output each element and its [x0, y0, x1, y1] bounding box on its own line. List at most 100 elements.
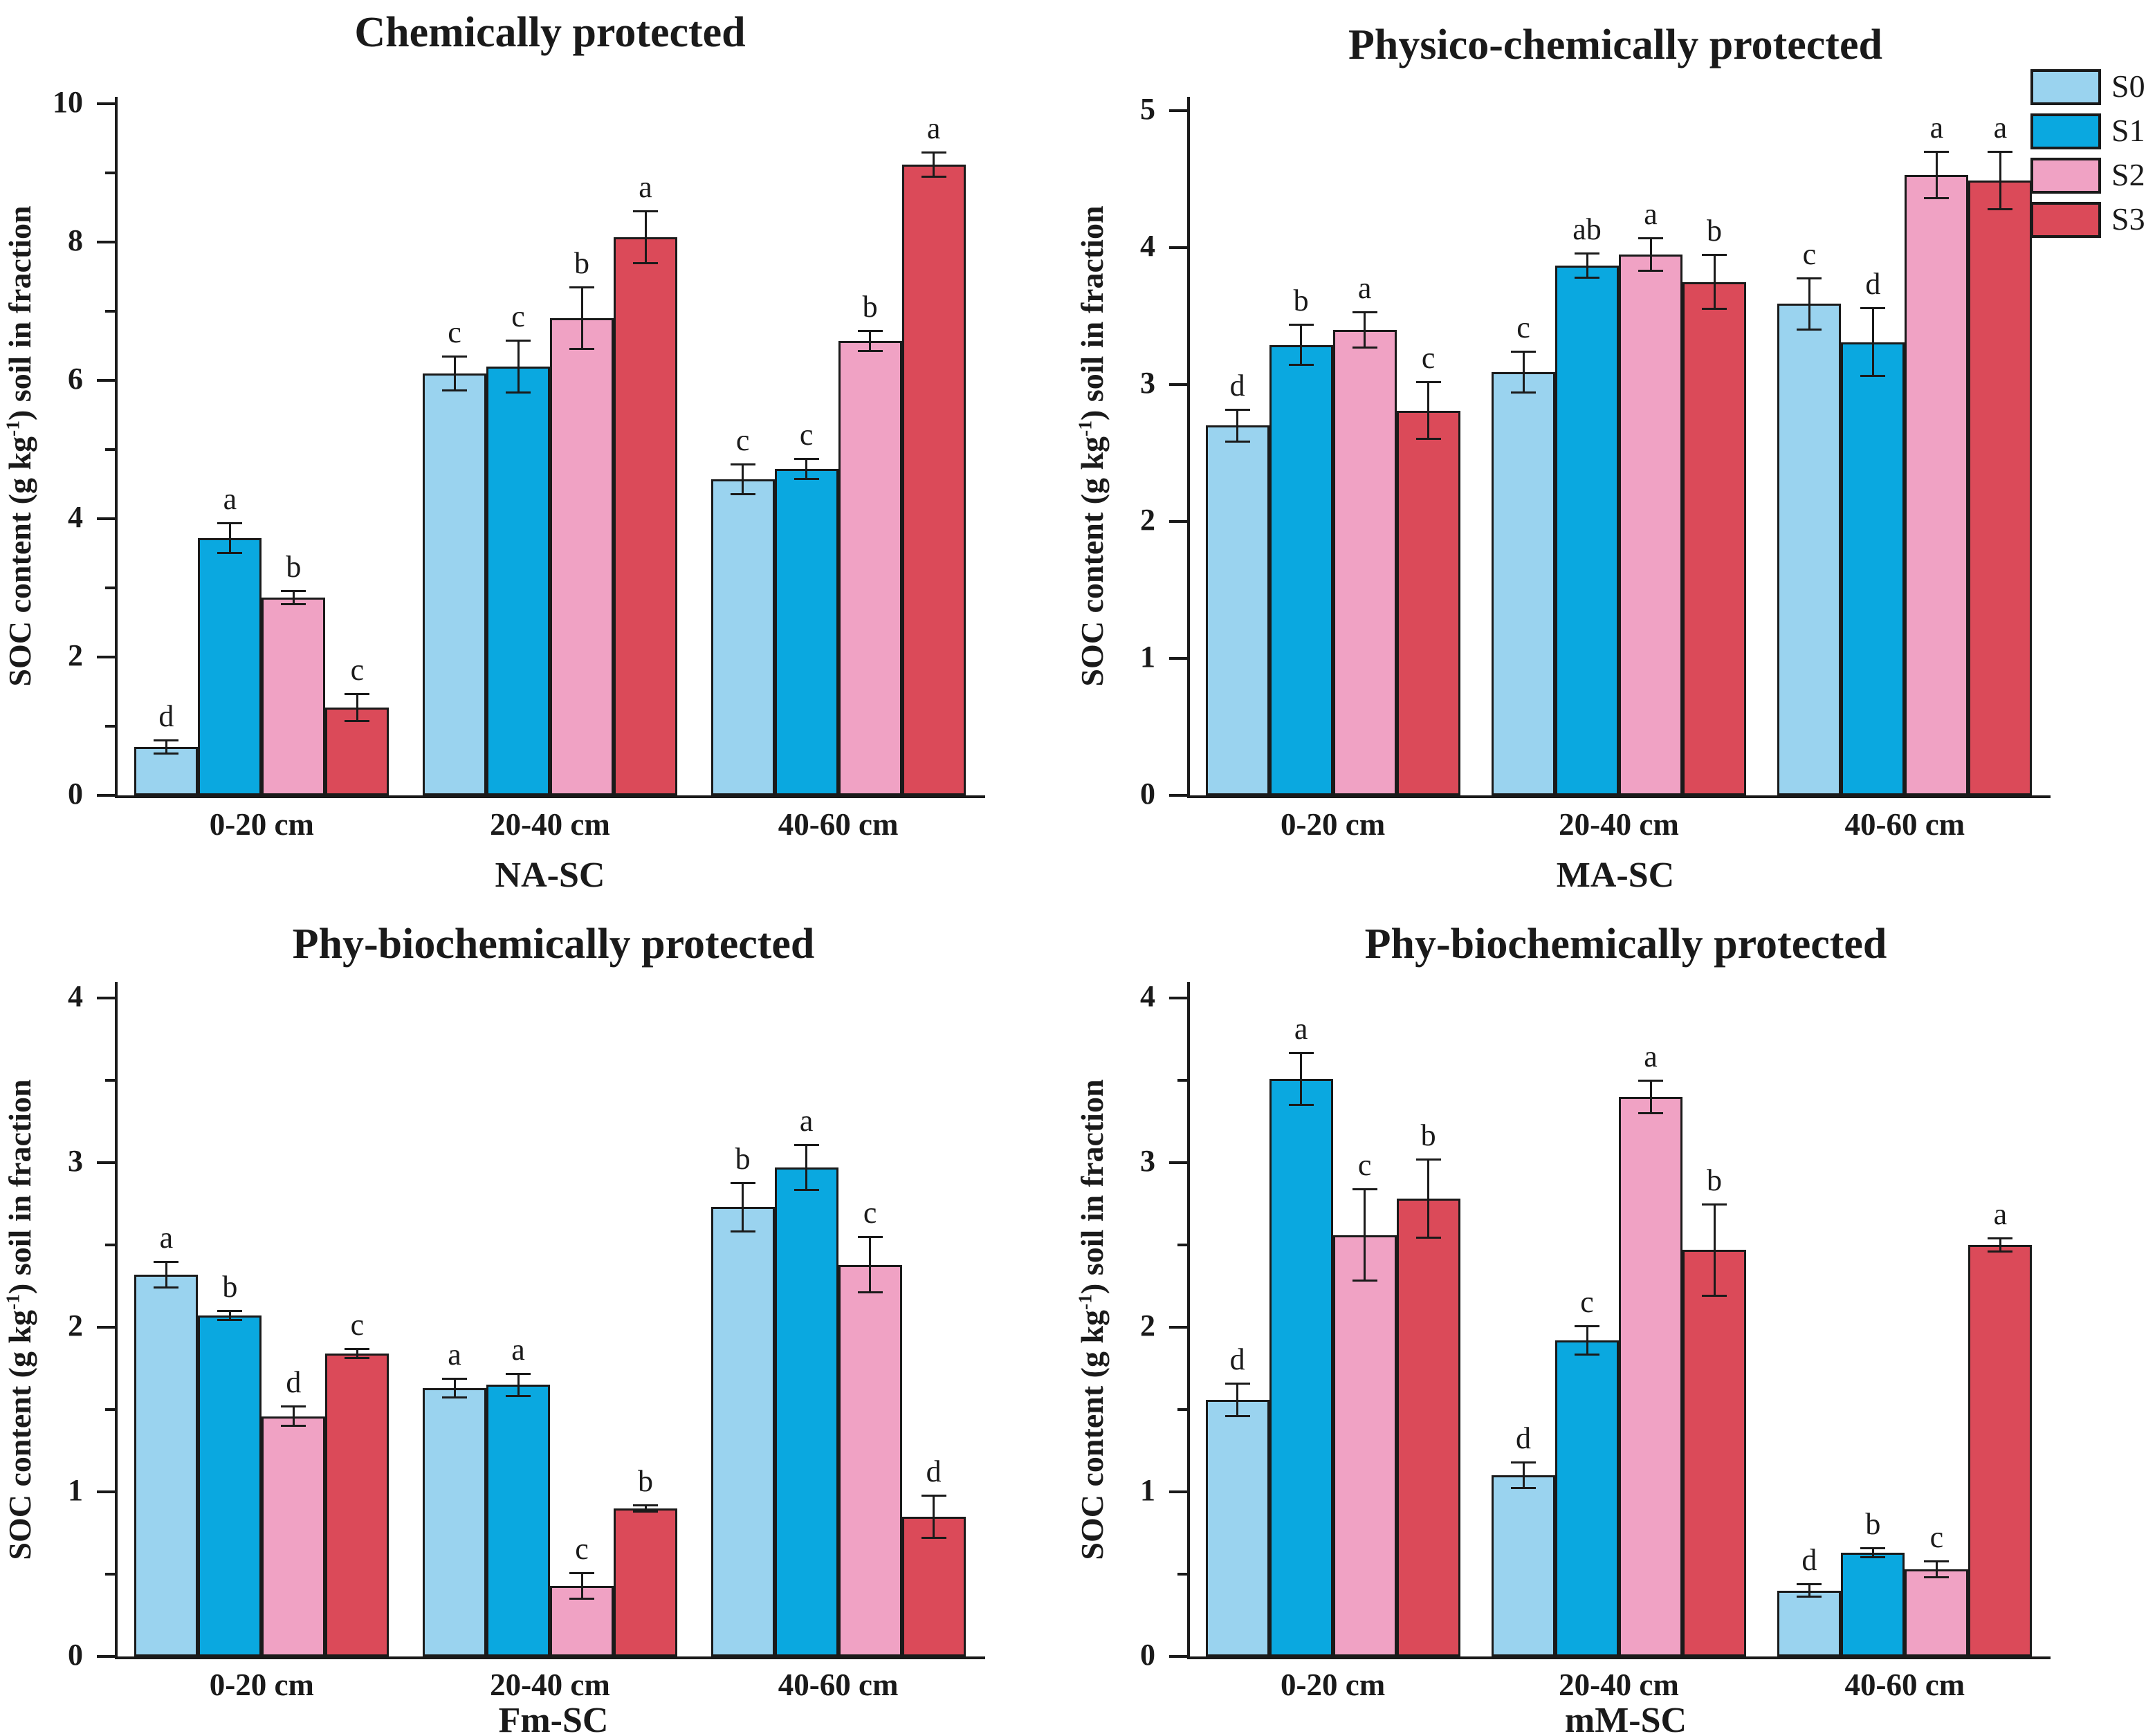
error-bar-cap-bottom: [921, 1536, 946, 1539]
y-tick-mark: [1177, 1408, 1190, 1411]
bar-s2-20-40cm: [1619, 254, 1682, 795]
y-tick-label: 2: [68, 638, 83, 672]
error-bar-cap-top: [1797, 1583, 1822, 1586]
y-tick-label: 1: [1140, 640, 1155, 674]
error-bar-cap-top: [281, 1405, 306, 1408]
error-bar-line: [1871, 1547, 1874, 1558]
significance-letter: c: [1929, 1520, 1944, 1554]
y-tick-label: 4: [68, 979, 83, 1013]
error-bar-cap-top: [730, 1181, 755, 1184]
bar-s2-40-60cm: [838, 1264, 902, 1656]
error-bar-cap-bottom: [1511, 1487, 1536, 1490]
x-tick-label: 20-40 cm: [1559, 807, 1679, 842]
error-bar-cap-bottom: [730, 1230, 755, 1232]
error-bar-cap-bottom: [154, 752, 179, 755]
bar-s2-20-40cm: [550, 318, 614, 795]
error-bar-line: [517, 340, 520, 393]
error-bar-cap-top: [921, 1494, 946, 1497]
bar-s2-0-20cm: [262, 1416, 326, 1656]
error-bar-cap-bottom: [633, 1510, 658, 1513]
error-bar-cap-bottom: [730, 493, 755, 495]
error-bar-line: [1713, 254, 1716, 310]
significance-letter: ab: [1572, 212, 1602, 246]
x-tick-label: 0-20 cm: [209, 807, 314, 842]
y-tick-label: 3: [1140, 366, 1155, 400]
y-tick-label: 3: [68, 1144, 83, 1178]
error-bar-line: [1522, 1462, 1525, 1489]
legend-label: S2: [2111, 157, 2145, 192]
error-bar-cap-bottom: [1988, 1250, 2013, 1253]
y-tick-mark: [1169, 997, 1190, 999]
error-bar-cap-bottom: [506, 391, 531, 394]
error-bar-line: [1808, 277, 1810, 330]
error-bar-cap-top: [921, 151, 946, 154]
y-axis-label-superscript: -1: [1, 1293, 24, 1310]
y-tick-mark: [97, 379, 118, 382]
significance-letter: b: [222, 1270, 238, 1304]
y-tick-mark: [1177, 1244, 1190, 1246]
bar-s3-0-20cm: [325, 1354, 389, 1656]
error-bar-cap-bottom: [1797, 1596, 1822, 1598]
error-bar-line: [805, 459, 808, 479]
error-bar-cap-bottom: [345, 1357, 370, 1360]
error-bar-cap-top: [1924, 151, 1950, 154]
error-bar-cap-top: [1860, 1546, 1886, 1549]
y-tick-mark: [105, 725, 118, 728]
error-bar-line: [356, 1348, 358, 1359]
error-bar-cap-bottom: [442, 1396, 467, 1399]
bar-s1-0-20cm: [198, 538, 262, 795]
error-bar-line: [356, 694, 358, 721]
y-tick-mark: [97, 1490, 118, 1493]
error-bar-cap-top: [281, 590, 306, 592]
x-axis-label: mM-SC: [1564, 1701, 1687, 1736]
significance-letter: a: [1294, 1011, 1308, 1046]
significance-letter: d: [1516, 1421, 1531, 1456]
error-bar-cap-top: [154, 1260, 179, 1263]
bar-s0-40-60cm: [710, 479, 775, 795]
x-tick-label: 40-60 cm: [778, 1668, 899, 1702]
error-bar-line: [1300, 324, 1303, 366]
y-tick-label: 8: [68, 223, 83, 257]
y-tick-label: 2: [1140, 1309, 1155, 1342]
legend-swatch-s1: [2030, 113, 2101, 149]
legend-label: S1: [2111, 113, 2145, 148]
x-axis-label: NA-SC: [495, 856, 605, 895]
error-bar-cap-bottom: [569, 348, 594, 350]
error-bar-cap-top: [1575, 1324, 1599, 1327]
x-tick-label: 0-20 cm: [1281, 1668, 1386, 1702]
y-tick-mark: [1169, 657, 1190, 660]
x-axis-line: [1187, 795, 2051, 798]
bar-s1-20-40cm: [486, 1385, 550, 1656]
significance-letter: c: [1802, 237, 1817, 271]
significance-letter: c: [1357, 1148, 1372, 1183]
significance-letter: b: [1707, 1163, 1722, 1197]
error-bar-cap-bottom: [794, 1189, 819, 1192]
error-bar-cap-bottom: [921, 176, 946, 178]
y-tick-mark: [1169, 520, 1190, 523]
significance-letter: a: [639, 170, 652, 204]
bar-s3-20-40cm: [614, 1508, 677, 1656]
significance-letter: c: [863, 1196, 877, 1230]
significance-letter: c: [1580, 1284, 1594, 1319]
significance-letter: a: [1644, 1040, 1658, 1073]
error-bar-line: [580, 287, 583, 349]
error-bar-cap-top: [1638, 1080, 1663, 1082]
error-bar-cap-bottom: [1924, 1576, 1950, 1578]
error-bar-line: [1713, 1203, 1716, 1296]
y-tick-label: 5: [1140, 92, 1155, 126]
bar-s3-0-20cm: [325, 708, 389, 795]
bar-s0-40-60cm: [1777, 1590, 1842, 1656]
bar-s1-40-60cm: [774, 469, 838, 795]
significance-letter: b: [1293, 283, 1309, 317]
error-bar-line: [580, 1572, 583, 1599]
x-tick-label: 20-40 cm: [1559, 1668, 1679, 1702]
y-tick-mark: [97, 656, 118, 658]
error-bar-cap-top: [633, 210, 658, 212]
chart-title: Chemically protected: [354, 9, 746, 56]
y-tick-mark: [1169, 383, 1190, 386]
significance-letter: c: [1421, 341, 1436, 376]
error-bar-line: [228, 1311, 231, 1321]
error-bar-cap-bottom: [1415, 438, 1441, 441]
error-bar-cap-top: [506, 340, 531, 342]
